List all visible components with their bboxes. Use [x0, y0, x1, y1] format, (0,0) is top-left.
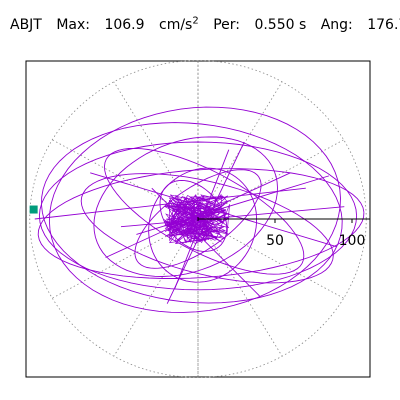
orbit-segment-7: [120, 206, 345, 228]
angle-value: 176.7: [367, 16, 400, 33]
orbit-loop-0: [38, 141, 358, 291]
radial-ticks: 50 100: [266, 219, 365, 249]
orbit-loop-3: [48, 106, 341, 313]
period-value: 0.550 s: [254, 16, 307, 33]
orbit-loop-1: [41, 122, 343, 304]
orbit-loop-7: [134, 169, 262, 269]
max-marker: [29, 205, 38, 214]
max-label: Max:: [56, 16, 90, 33]
orbit-segment-6: [151, 187, 260, 297]
period-label: Per:: [213, 16, 240, 33]
max-unit: cm/s2: [159, 15, 199, 33]
station-code: ABJT: [10, 16, 42, 33]
max-value: 106.9: [104, 16, 145, 33]
grid-spoke-120: [113, 81, 199, 220]
orbit-segment-0: [34, 187, 306, 220]
chart-header: ABJT Max: 106.9 cm/s2 Per: 0.550 s Ang: …: [10, 15, 400, 33]
orbit-loop-5: [93, 136, 278, 277]
orbit-loop-6: [104, 147, 305, 275]
angle-label: Ang:: [320, 16, 353, 33]
max-marker-group: [29, 205, 38, 214]
radial-tick-label-100: 100: [339, 233, 366, 249]
orbit-trace: [34, 106, 365, 313]
radial-tick-label-50: 50: [266, 233, 284, 249]
orbit-loop-2: [37, 168, 365, 279]
polar-axes: [197, 217, 370, 221]
orbit-loop-4: [80, 173, 334, 284]
max-unit-text: cm/s: [159, 16, 193, 33]
max-unit-exponent: 2: [192, 15, 199, 26]
